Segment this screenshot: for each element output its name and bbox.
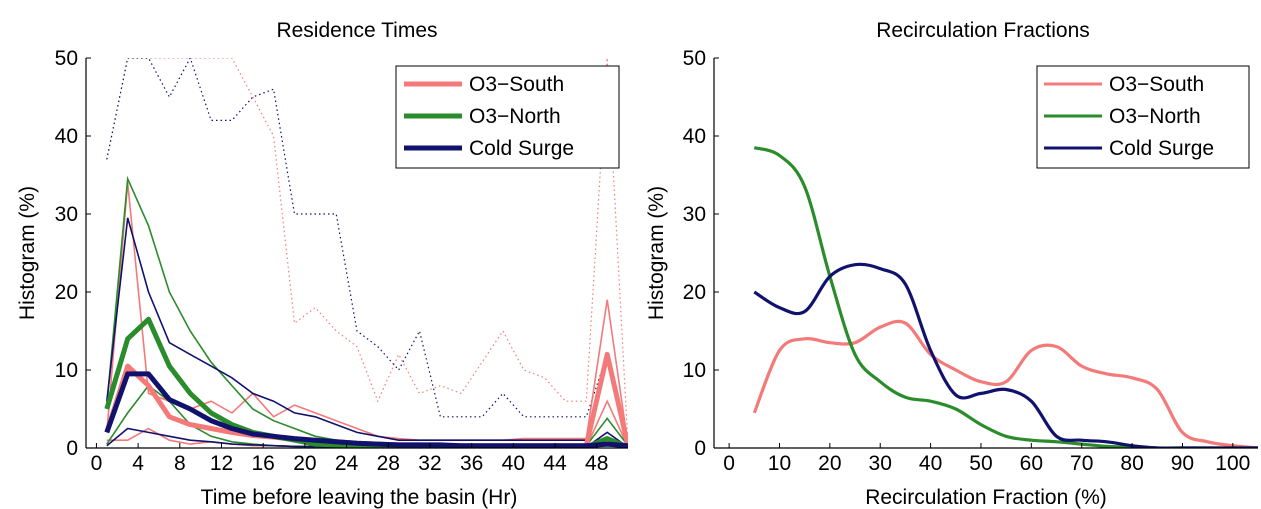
y-tick-label: 40 — [55, 125, 78, 148]
y-axis-label-residence-times: Histogram (%) — [16, 186, 39, 320]
series-upper-cold-surge — [106, 217, 628, 446]
x-axis-label-residence-times: Time before leaving the basin (Hr) — [201, 486, 518, 509]
plot-area-recirculation-fractions: 0 10 20 30 40 50 60 70 80 90 100 0 10 20 30 40 50 — [683, 47, 1258, 475]
y-tick-label: 30 — [683, 203, 706, 226]
x-tick-label: 20 — [293, 452, 316, 475]
series-line-o3-north — [753, 146, 1258, 448]
series-dotted-cold-surge — [106, 58, 628, 445]
x-tick-label: 40 — [919, 452, 942, 475]
series-line-cold-surge — [753, 262, 1258, 448]
x-tick-label: 60 — [1020, 452, 1043, 475]
panel-recirculation-fractions: Recirculation Fractions 0 10 20 30 40 50 60 70 8… — [645, 19, 1258, 509]
y-tick-label: 10 — [683, 359, 706, 382]
series-line-cold-surge — [104, 371, 628, 448]
x-tick-label: 32 — [418, 452, 441, 475]
x-tick-label: 0 — [91, 452, 103, 475]
y-tick-label: 20 — [55, 281, 78, 304]
panel-residence-times: Residence Times 0 4 8 12 16 20 24 28 32 36 40 44 480… — [16, 19, 628, 509]
legend-label-o3-north: O3−North — [1109, 105, 1201, 128]
x-tick-label: 48 — [585, 452, 608, 475]
legend-label-o3-south: O3−South — [1109, 73, 1204, 96]
y-tick-label: 0 — [694, 437, 706, 460]
series-group — [752, 146, 1258, 448]
x-tick-label: 50 — [969, 452, 992, 475]
x-tick-label: 90 — [1171, 452, 1194, 475]
x-tick-label: 0 — [723, 452, 735, 475]
x-tick-label: 8 — [174, 452, 186, 475]
legend-label-o3-north: O3−North — [469, 105, 561, 128]
x-tick-label: 16 — [252, 452, 275, 475]
y-tick-label: 30 — [55, 203, 78, 226]
x-tick-label: 70 — [1070, 452, 1093, 475]
legend-residence-times: O3−South O3−North Cold Surge — [395, 65, 620, 169]
x-tick-label: 24 — [335, 452, 359, 475]
x-tick-label: 100 — [1215, 452, 1250, 475]
y-axis-label-recirculation-fractions: Histogram (%) — [645, 186, 668, 320]
y-tick-label: 0 — [66, 437, 78, 460]
x-tick-label: 44 — [543, 452, 567, 475]
legend-label-o3-south: O3−South — [469, 73, 564, 96]
x-tick-label: 4 — [132, 452, 144, 475]
x-tick-label: 80 — [1120, 452, 1143, 475]
legend-label-cold-surge: Cold Surge — [1109, 137, 1214, 160]
x-tick-label: 30 — [869, 452, 892, 475]
x-tick-label: 12 — [210, 452, 233, 475]
x-tick-label: 28 — [377, 452, 400, 475]
x-tick-label: 40 — [502, 452, 525, 475]
x-axis-label-recirculation-fractions: Recirculation Fraction (%) — [865, 486, 1107, 509]
y-tick-label: 10 — [55, 359, 78, 382]
legend-label-cold-surge: Cold Surge — [469, 137, 574, 160]
x-tick-label: 36 — [460, 452, 483, 475]
chart-title-recirculation-fractions: Recirculation Fractions — [876, 19, 1090, 42]
series-line-o3-south — [752, 319, 1258, 448]
legend-recirculation-fractions: O3−South O3−North Cold Surge — [1036, 65, 1250, 169]
series-upper-o3-south — [106, 182, 628, 446]
chart-title-residence-times: Residence Times — [276, 19, 437, 42]
x-tick-label: 20 — [818, 452, 841, 475]
x-tick-label: 10 — [768, 452, 791, 475]
y-tick-label: 50 — [55, 47, 78, 70]
y-tick-label: 40 — [683, 125, 706, 148]
y-tick-label: 20 — [683, 281, 706, 304]
series-group — [104, 58, 628, 448]
y-tick-label: 50 — [683, 47, 706, 70]
